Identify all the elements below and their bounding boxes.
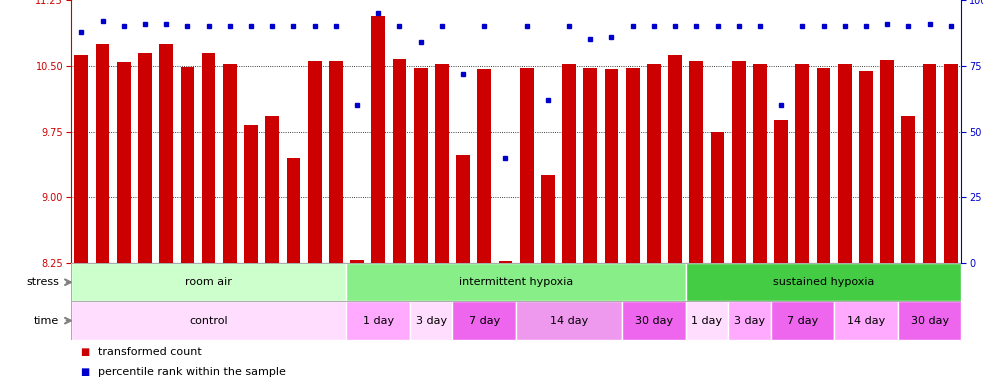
Text: transformed count: transformed count [98,347,202,358]
Bar [75,55,88,263]
Bar [456,155,470,263]
Bar [771,301,835,340]
Text: percentile rank within the sample: percentile rank within the sample [98,366,286,377]
Bar [541,175,554,263]
Bar [244,126,258,263]
Bar [159,44,173,263]
Bar [202,53,215,263]
Text: intermittent hypoxia: intermittent hypoxia [459,277,573,287]
Bar [880,61,895,263]
Bar [622,301,686,340]
Text: 1 day: 1 day [363,316,394,326]
Bar [605,69,618,263]
Bar [647,64,661,263]
Bar [498,261,512,263]
Text: ■: ■ [81,366,89,377]
Bar [562,64,576,263]
Text: 3 day: 3 day [416,316,447,326]
Bar [835,301,897,340]
Bar [923,64,937,263]
Bar [434,64,449,263]
Bar [901,116,915,263]
Bar [223,64,237,263]
Text: room air: room air [185,277,232,287]
Text: sustained hypoxia: sustained hypoxia [773,277,874,287]
Bar [583,68,598,263]
Text: 7 day: 7 day [469,316,500,326]
Bar [71,301,346,340]
Bar [897,301,961,340]
Text: 3 day: 3 day [733,316,765,326]
Text: 14 day: 14 day [549,316,588,326]
Bar [728,301,771,340]
Bar [95,44,109,263]
Text: 7 day: 7 day [786,316,818,326]
Text: 1 day: 1 day [691,316,723,326]
Bar [71,263,346,301]
Bar [944,64,957,263]
Bar [626,68,640,263]
Bar [392,59,406,263]
Bar [308,61,321,263]
Bar [181,67,195,263]
Bar [478,69,492,263]
Bar [838,64,851,263]
Bar [117,62,131,263]
Text: time: time [33,316,59,326]
Bar [265,116,279,263]
Bar [414,68,428,263]
Bar [817,68,831,263]
Bar [753,64,767,263]
Bar [711,132,724,263]
Bar [686,263,961,301]
Bar [731,61,746,263]
Bar [372,16,385,263]
Bar [346,263,686,301]
Bar [859,71,873,263]
Bar [346,301,410,340]
Bar [689,61,703,263]
Bar [516,301,622,340]
Text: control: control [190,316,228,326]
Bar [350,260,364,263]
Bar [686,301,728,340]
Text: 14 day: 14 day [846,316,885,326]
Text: stress: stress [27,277,59,287]
Text: ■: ■ [81,347,89,358]
Bar [520,68,534,263]
Bar [410,301,452,340]
Bar [775,120,788,263]
Bar [795,64,809,263]
Bar [452,301,516,340]
Bar [329,61,343,263]
Text: 30 day: 30 day [635,316,673,326]
Bar [138,53,152,263]
Bar [286,158,301,263]
Bar [668,55,682,263]
Text: 30 day: 30 day [910,316,949,326]
